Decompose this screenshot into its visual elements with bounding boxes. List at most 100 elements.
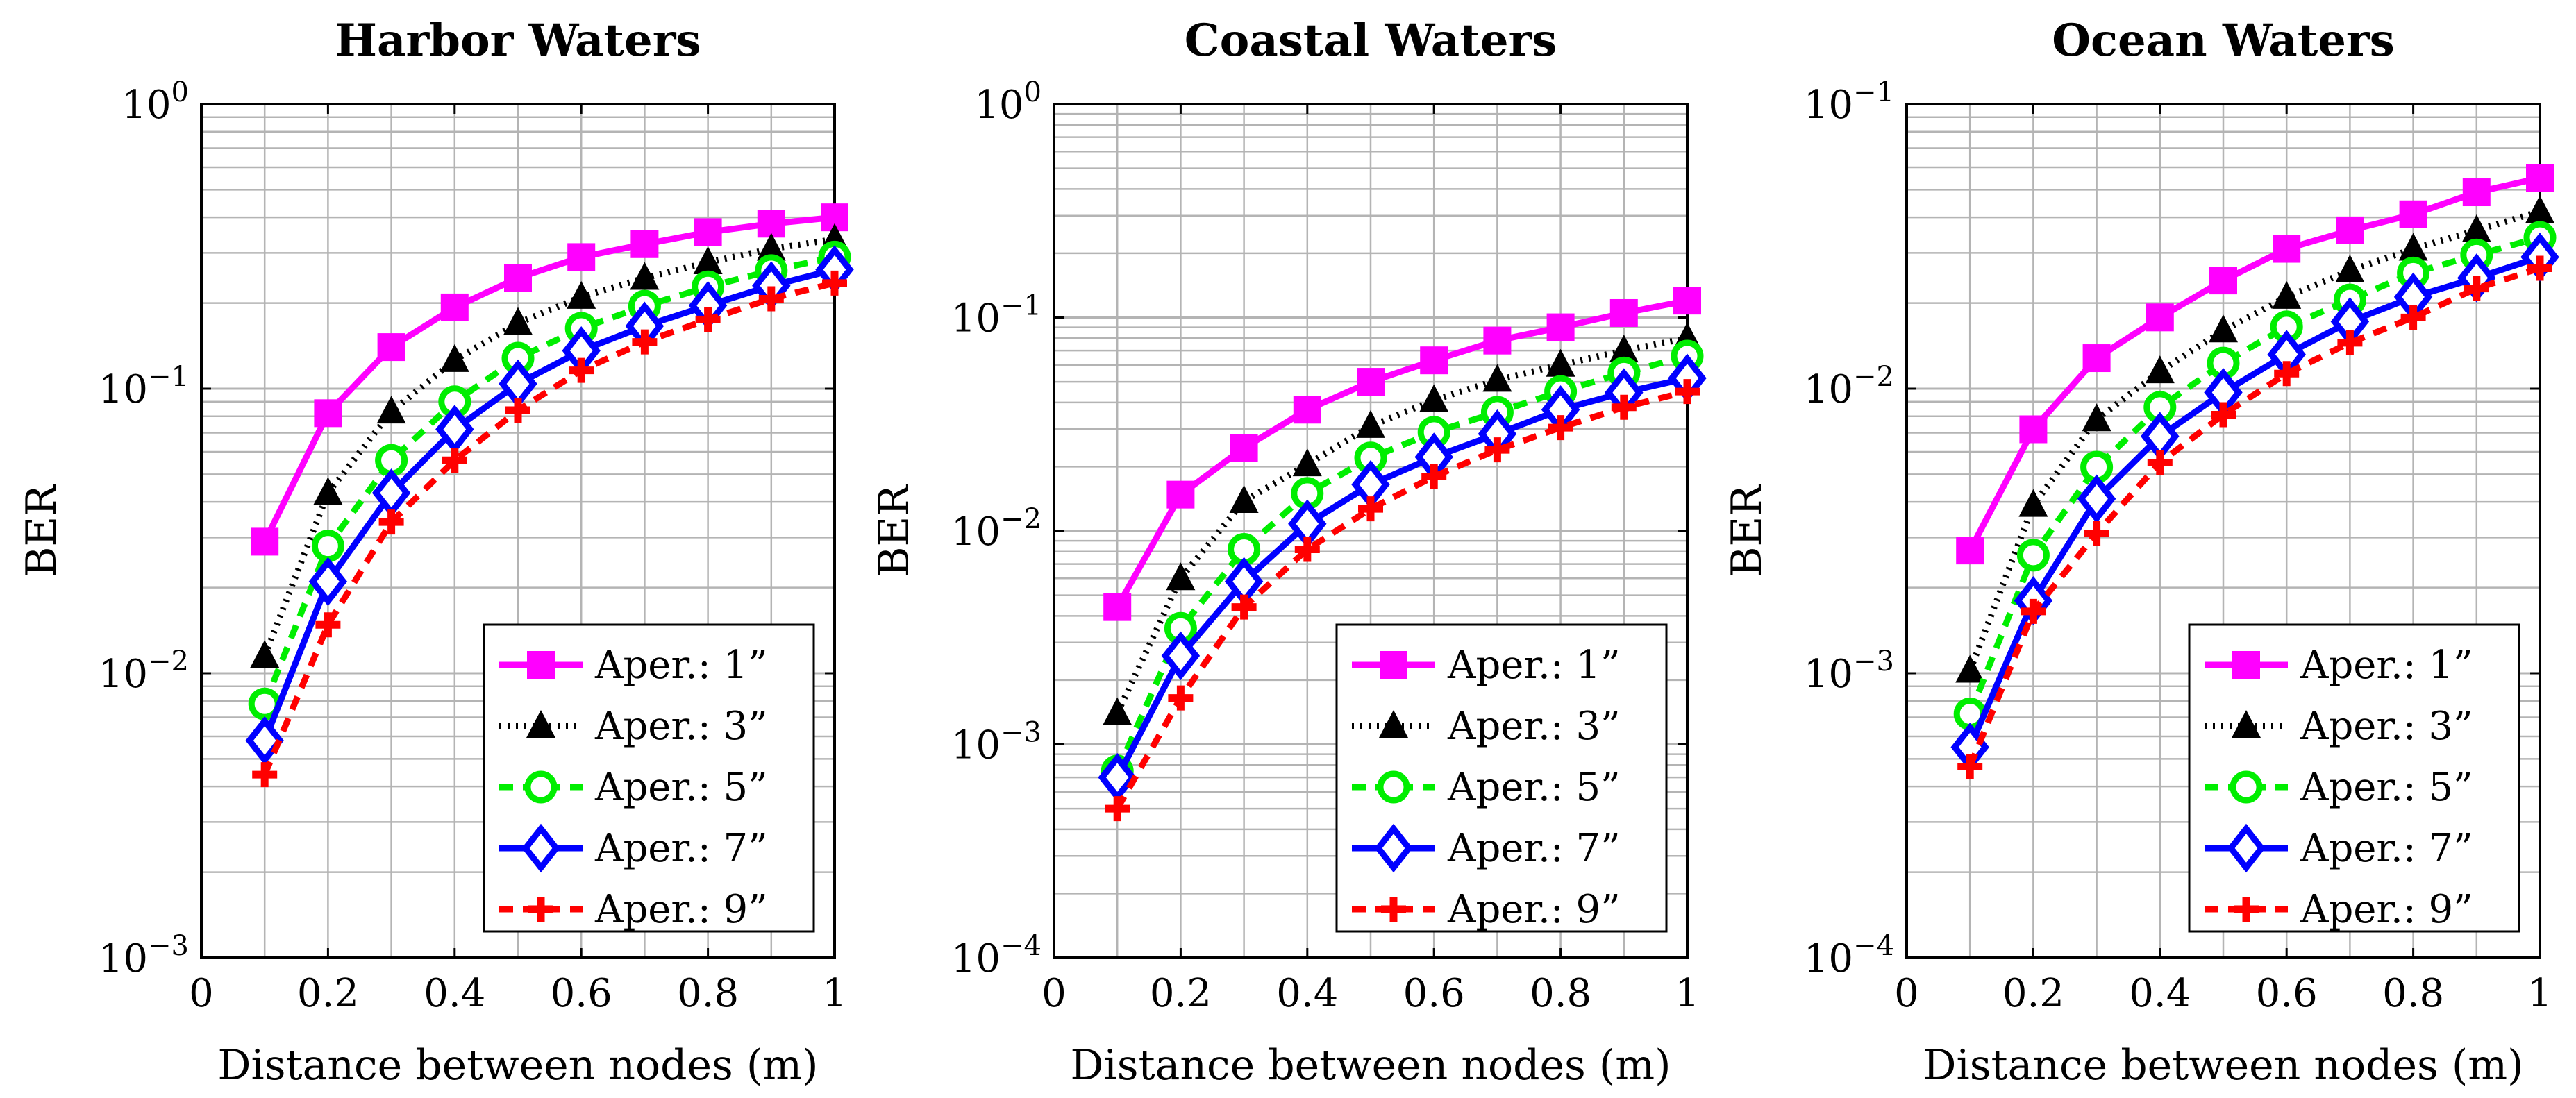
- data-point: [1611, 394, 1637, 420]
- y-tick-label: 10−2: [1804, 361, 1894, 412]
- data-point: [504, 264, 532, 292]
- data-point: [1483, 326, 1512, 355]
- series-line: [1967, 254, 2541, 749]
- series-line: [262, 280, 836, 776]
- data-point: [2400, 305, 2426, 330]
- legend-label: Aper.: 7”: [1447, 826, 1621, 871]
- data-point: [2398, 233, 2428, 261]
- x-tick-label: 0: [189, 971, 214, 1016]
- legend-marker: [2232, 710, 2261, 738]
- data-point: [758, 286, 784, 312]
- x-tick-label: 0.4: [424, 971, 485, 1016]
- data-point: [1166, 562, 1196, 591]
- x-axis-label: Distance between nodes (m): [217, 1041, 818, 1090]
- legend-marker: [2234, 897, 2259, 922]
- data-point: [440, 344, 469, 372]
- legend-entry-aper-3: Aper.: 3”: [1352, 704, 1621, 749]
- data-point: [2526, 164, 2554, 192]
- series-line: [1966, 208, 2541, 673]
- data-point: [1956, 537, 1984, 565]
- legend: Aper.: 1” Aper.: 3” Aper.: 5” Aper.: 7” Aper…: [483, 623, 815, 933]
- chart-panel-ocean-waters: 0 0.2 0.4 0.6 0.8 1 10−1 10−2 10−3 10−4 Ocean Wate…: [1723, 15, 2559, 1090]
- data-point: [1105, 796, 1130, 822]
- chart-title: Coastal Waters: [1185, 15, 1557, 67]
- series-line: [1967, 175, 2541, 552]
- x-tick-label: 0.6: [2256, 971, 2318, 1016]
- legend-marker: [1377, 770, 1410, 804]
- legend-entry-aper-3: Aper.: 3”: [499, 704, 768, 749]
- data-point: [311, 530, 344, 563]
- legend-entry-aper-7: Aper.: 7”: [2205, 823, 2473, 873]
- legend-label: Aper.: 5”: [1447, 765, 1621, 810]
- data-point: [2016, 539, 2050, 572]
- data-point: [2272, 280, 2302, 309]
- y-tick-label: 10−3: [1804, 645, 1894, 697]
- legend-marker: [1374, 823, 1413, 873]
- data-point: [2525, 195, 2554, 223]
- legend-entry-aper-1: Aper.: 1”: [2205, 643, 2473, 688]
- series-line: [1114, 353, 1689, 772]
- series-aper-9: [252, 270, 847, 788]
- data-point: [1161, 631, 1201, 681]
- data-point: [1548, 415, 1573, 441]
- data-point: [2335, 254, 2365, 282]
- series-line: [1114, 297, 1688, 609]
- series-aper-9: [1105, 379, 1700, 822]
- data-point: [1673, 287, 1701, 315]
- series-aper-5: [1953, 221, 2557, 730]
- chart-title: Harbor Waters: [335, 15, 701, 67]
- data-point: [630, 262, 660, 290]
- data-point: [505, 398, 530, 423]
- data-point: [251, 527, 279, 556]
- series-aper-3: [1955, 195, 2554, 683]
- data-point: [1231, 594, 1257, 620]
- data-point: [1230, 434, 1258, 462]
- data-point: [2464, 276, 2489, 301]
- legend-label: Aper.: 5”: [594, 765, 768, 810]
- x-tick-label: 0.2: [297, 971, 359, 1016]
- x-tick-label: 0.6: [1403, 971, 1465, 1016]
- data-point: [632, 329, 658, 355]
- legend-entry-aper-5: Aper.: 5”: [2205, 765, 2473, 810]
- legend-entry-aper-3: Aper.: 3”: [2205, 704, 2473, 749]
- legend-marker: [2230, 770, 2263, 804]
- data-point: [2145, 355, 2175, 384]
- data-point: [2077, 474, 2116, 524]
- data-point: [2209, 314, 2238, 343]
- x-tick-label: 1: [2527, 971, 2552, 1016]
- data-point: [567, 243, 596, 271]
- data-point: [1484, 437, 1510, 463]
- x-tick-label: 0.4: [2129, 971, 2191, 1016]
- legend-marker: [521, 823, 560, 873]
- x-tick-label: 0.8: [2382, 971, 2444, 1016]
- x-tick-label: 0.8: [677, 971, 739, 1016]
- legend-entry-aper-1: Aper.: 1”: [1352, 643, 1621, 688]
- legend-label: Aper.: 1”: [594, 643, 768, 688]
- y-tick-label: 100: [974, 76, 1042, 128]
- data-point: [440, 293, 469, 321]
- data-point: [1229, 484, 1259, 513]
- chart-panel-coastal-waters: 0 0.2 0.4 0.6 0.8 1 100 10−1 10−2 10−3 10−4 Coastal…: [870, 15, 1707, 1090]
- legend-label: Aper.: 1”: [2300, 643, 2473, 688]
- legend-entry-aper-1: Aper.: 1”: [499, 643, 768, 688]
- legend-label: Aper.: 3”: [2300, 704, 2473, 749]
- chart-title: Ocean Waters: [2052, 15, 2395, 67]
- legend-marker: [528, 897, 553, 922]
- data-point: [376, 396, 406, 424]
- series-aper-1: [251, 203, 848, 556]
- data-point: [2147, 450, 2173, 475]
- plot-area-frame: [1905, 103, 2541, 959]
- x-tick-label: 1: [1675, 971, 1700, 1016]
- data-point: [1358, 496, 1383, 522]
- legend-label: Aper.: 7”: [2300, 826, 2473, 871]
- legend-label: Aper.: 9”: [2300, 887, 2473, 932]
- chart-panel-harbor-waters: 0 0.2 0.4 0.6 0.8 1 100 10−1 10−2 10−3 Harbor Wate…: [17, 15, 854, 1090]
- data-point: [1675, 379, 1700, 405]
- data-point: [378, 509, 404, 535]
- x-tick-label: 0: [1894, 971, 1919, 1016]
- data-point: [2337, 330, 2363, 355]
- data-point: [1955, 654, 1985, 683]
- legend-entry-aper-9: Aper.: 9”: [499, 887, 768, 932]
- legend-label: Aper.: 5”: [2300, 765, 2473, 810]
